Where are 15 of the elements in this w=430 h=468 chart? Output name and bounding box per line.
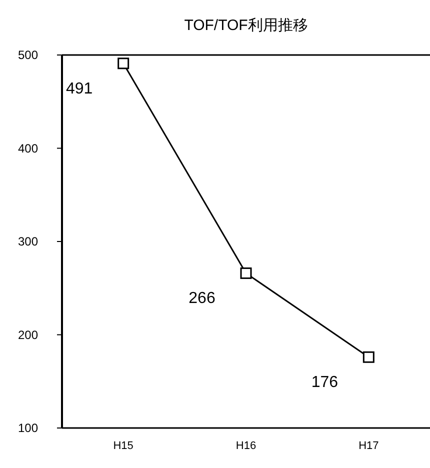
point [118,58,130,70]
data-label: 491 [66,80,93,98]
x-tick-label: H16 [236,440,256,452]
y-tick-label: 500 [18,48,38,62]
y-tick-label: 300 [18,234,38,248]
chart-title: TOF/TOF利用推移 [184,17,308,34]
x-tick-label: H17 [358,440,379,452]
point [362,351,374,363]
y-tick-label: 200 [18,328,38,342]
data-label: 266 [188,290,216,308]
data-label: 176 [311,374,338,392]
x-tick-label: H15 [113,440,134,452]
y-tick-label: 100 [18,421,38,435]
point [240,267,252,279]
y-tick-label: 400 [18,141,38,156]
